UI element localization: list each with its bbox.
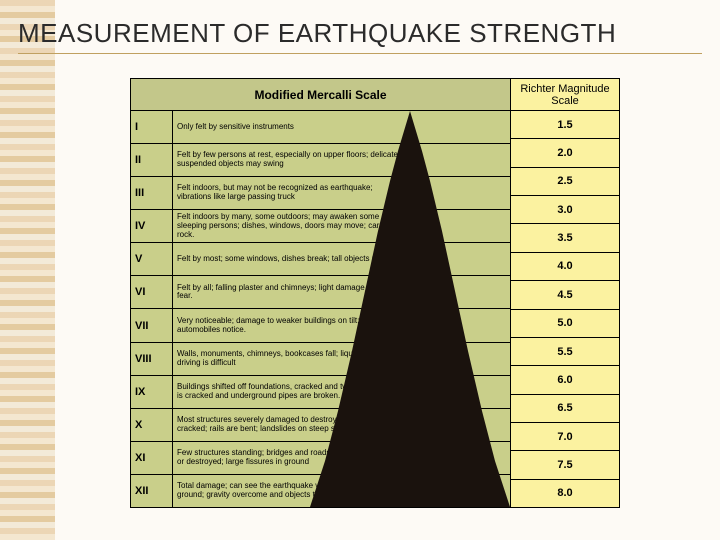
- scale-comparison-figure: Modified Mercalli Scale Richter Magnitud…: [130, 78, 620, 508]
- richter-cell: 4.0: [511, 252, 619, 280]
- roman-cell: X: [131, 408, 172, 441]
- description-cell: Total damage; can see the earthquake wav…: [173, 474, 510, 507]
- description-cell: Very noticeable; damage to weaker buildi…: [173, 308, 510, 341]
- roman-cell: VIII: [131, 342, 172, 375]
- roman-cell: XI: [131, 441, 172, 474]
- roman-cell: IV: [131, 209, 172, 242]
- richter-cell: 6.5: [511, 394, 619, 422]
- description-cell: Felt by most; some windows, dishes break…: [173, 242, 510, 275]
- description-cell: Felt by few persons at rest, especially …: [173, 143, 510, 176]
- description-cell: Buildings shifted off foundations, crack…: [173, 375, 510, 408]
- description-column: Only felt by sensitive instrumentsFelt b…: [173, 111, 511, 507]
- richter-cell: 8.0: [511, 479, 619, 507]
- richter-cell: 6.0: [511, 365, 619, 393]
- richter-cell: 5.5: [511, 337, 619, 365]
- roman-cell: III: [131, 176, 172, 209]
- roman-cell: V: [131, 242, 172, 275]
- roman-cell: I: [131, 111, 172, 143]
- roman-numeral-column: IIIIIIIVVVIVIIVIIIIXXXIXII: [131, 111, 173, 507]
- description-cell: Only felt by sensitive instruments: [173, 111, 510, 143]
- description-cell: Felt by all; falling plaster and chimney…: [173, 275, 510, 308]
- richter-cell: 3.0: [511, 195, 619, 223]
- richter-header: Richter Magnitude Scale: [511, 79, 619, 110]
- richter-cell: 7.5: [511, 450, 619, 478]
- page-title: MEASUREMENT OF EARTHQUAKE STRENGTH: [18, 18, 702, 54]
- roman-cell: IX: [131, 375, 172, 408]
- roman-cell: XII: [131, 474, 172, 507]
- description-cell: Few structures standing; bridges and roa…: [173, 441, 510, 474]
- description-cell: Felt indoors, but may not be recognized …: [173, 176, 510, 209]
- roman-cell: VII: [131, 308, 172, 341]
- description-cell: Felt indoors by many, some outdoors; may…: [173, 209, 510, 242]
- richter-cell: 3.5: [511, 223, 619, 251]
- roman-cell: II: [131, 143, 172, 176]
- richter-cell: 5.0: [511, 309, 619, 337]
- richter-cell: 2.0: [511, 138, 619, 166]
- header-row: Modified Mercalli Scale Richter Magnitud…: [131, 79, 619, 111]
- roman-cell: VI: [131, 275, 172, 308]
- description-cell: Most structures severely damaged to dest…: [173, 408, 510, 441]
- richter-cell: 4.5: [511, 280, 619, 308]
- richter-value-column: 1.52.02.53.03.54.04.55.05.56.06.57.07.58…: [511, 111, 619, 507]
- richter-cell: 2.5: [511, 167, 619, 195]
- richter-cell: 7.0: [511, 422, 619, 450]
- decorative-stripes: [0, 0, 55, 540]
- mercalli-header: Modified Mercalli Scale: [131, 79, 511, 110]
- richter-cell: 1.5: [511, 111, 619, 138]
- scale-body: IIIIIIIVVVIVIIVIIIIXXXIXII Only felt by …: [131, 111, 619, 507]
- description-cell: Walls, monuments, chimneys, bookcases fa…: [173, 342, 510, 375]
